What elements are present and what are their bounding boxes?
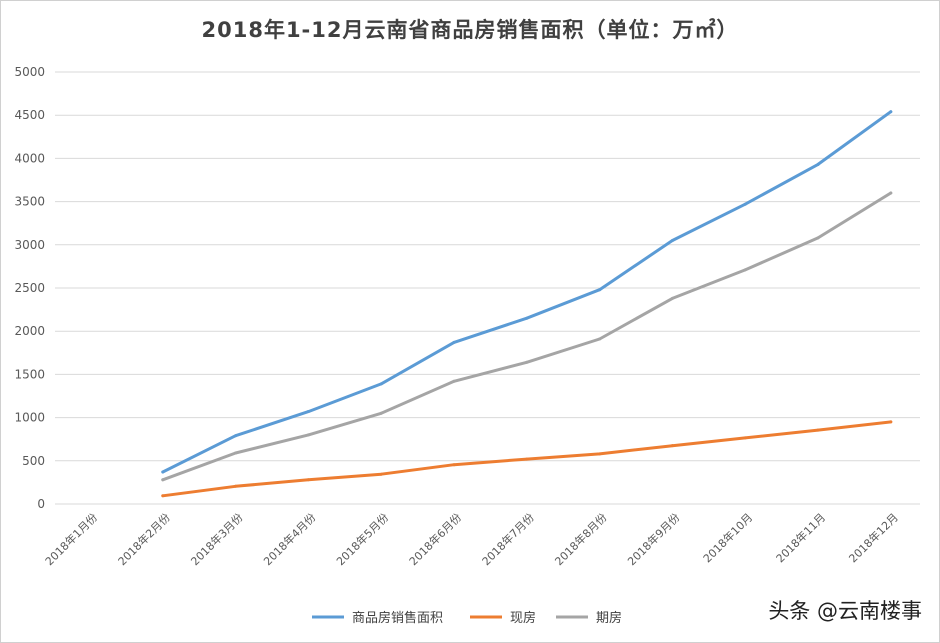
y-tick-label: 2000: [14, 324, 45, 338]
y-tick-label: 3000: [14, 238, 45, 252]
y-axis: 0 500 1000 1500 2000 2500 3000 3500 4000 4500 5000: [14, 65, 45, 511]
y-tick-label: 500: [22, 454, 45, 468]
x-tick-label: 2018年1月份: [42, 510, 100, 568]
gridlines: [55, 71, 920, 505]
data-point: [743, 268, 747, 272]
legend-label: 现房: [510, 610, 536, 626]
data-point: [889, 110, 893, 114]
y-tick-label: 4500: [14, 108, 45, 122]
legend-label: 商品房销售面积: [352, 610, 443, 626]
data-point: [452, 463, 456, 467]
data-point: [306, 410, 310, 414]
y-tick-label: 1000: [14, 411, 45, 425]
legend: 商品房销售面积 现房 期房: [312, 610, 622, 626]
data-point: [598, 288, 602, 292]
data-point: [743, 436, 747, 440]
legend-label: 期房: [596, 610, 622, 626]
x-tick-label: 2018年8月份: [552, 510, 610, 568]
data-point: [816, 428, 820, 432]
series-lines: [161, 110, 893, 498]
x-tick-label: 2018年7月份: [479, 510, 537, 568]
x-tick-label: 2018年12月: [846, 510, 901, 565]
data-point: [670, 296, 674, 300]
y-tick-label: 1500: [14, 367, 45, 381]
x-tick-label: 2018年4月份: [261, 510, 319, 568]
data-point: [161, 478, 165, 482]
series-line-3: [161, 191, 893, 482]
chart-title: 2018年1-12月云南省商品房销售面积（单位：万㎡）: [201, 18, 739, 42]
x-axis: 2018年1月份 2018年2月份 2018年3月份 2018年4月份 2018年5月份…: [42, 510, 901, 568]
data-point: [306, 433, 310, 437]
data-point: [161, 470, 165, 474]
data-point: [743, 202, 747, 206]
x-tick-label: 2018年9月份: [625, 510, 683, 568]
data-point: [234, 451, 238, 455]
data-point: [598, 337, 602, 341]
data-point: [816, 236, 820, 240]
data-point: [234, 484, 238, 488]
data-point: [379, 382, 383, 386]
data-point: [379, 472, 383, 476]
data-point: [670, 238, 674, 242]
y-tick-label: 4000: [14, 151, 45, 165]
data-point: [234, 434, 238, 438]
data-point: [306, 478, 310, 482]
x-tick-label: 2018年5月份: [333, 510, 391, 568]
y-tick-label: 3500: [14, 195, 45, 209]
watermark-text: 头条 @云南楼事: [768, 599, 922, 623]
y-tick-label: 2500: [14, 281, 45, 295]
data-point: [670, 444, 674, 448]
data-point: [452, 340, 456, 344]
data-point: [525, 360, 529, 364]
data-point: [379, 411, 383, 415]
data-point: [525, 457, 529, 461]
y-tick-label: 0: [37, 497, 45, 511]
data-point: [598, 452, 602, 456]
x-tick-label: 2018年2月份: [115, 510, 173, 568]
data-point: [889, 191, 893, 195]
x-tick-label: 2018年3月份: [188, 510, 246, 568]
data-point: [816, 162, 820, 166]
x-tick-label: 2018年11月: [773, 510, 828, 565]
data-point: [889, 420, 893, 424]
data-point: [161, 494, 165, 498]
data-point: [452, 379, 456, 383]
x-tick-label: 2018年6月份: [406, 510, 464, 568]
data-point: [525, 316, 529, 320]
y-tick-label: 5000: [14, 65, 45, 79]
x-tick-label: 2018年10月: [700, 510, 755, 565]
